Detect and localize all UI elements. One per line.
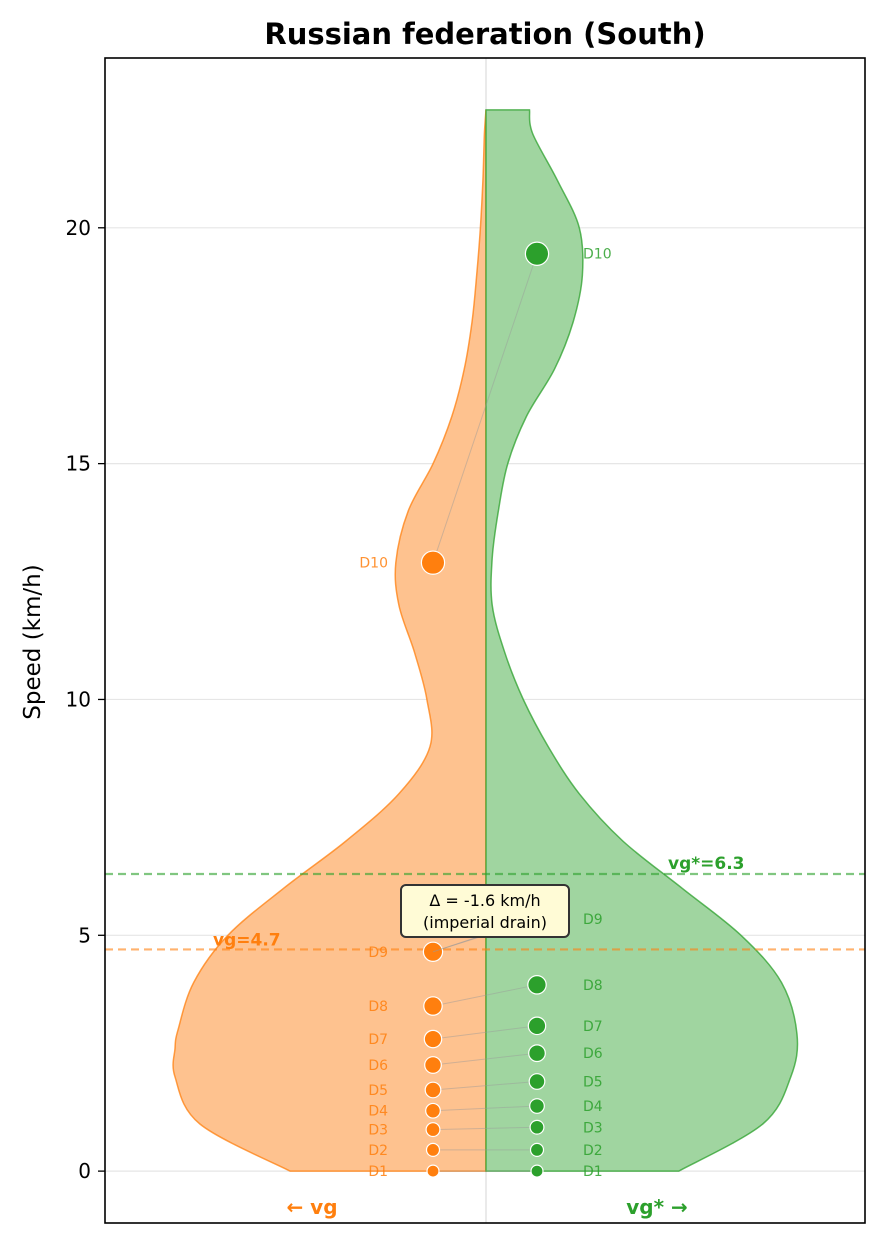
decile-connector-d8 xyxy=(432,984,538,1007)
decile-label-vg-star-d10: D10 xyxy=(583,247,612,263)
violin-vg-star-half xyxy=(485,109,799,1172)
reference-label-vg: vg=4.7 xyxy=(213,930,281,950)
y-tick-label-5: 5 xyxy=(78,923,91,947)
reference-label-vg-star: vg*=6.3 xyxy=(668,854,745,874)
decile-point-vg-star-d7 xyxy=(527,1016,547,1036)
y-tick-label-10: 10 xyxy=(66,687,91,711)
decile-label-vg-d10: D10 xyxy=(359,556,388,572)
decile-label-vg-star-d4: D4 xyxy=(583,1099,603,1115)
decile-label-vg-star-d9: D9 xyxy=(583,912,603,928)
decile-label-vg-d6: D6 xyxy=(368,1058,388,1074)
decile-label-vg-star-d3: D3 xyxy=(583,1120,603,1136)
y-axis-label: Speed (km/h) xyxy=(20,564,46,719)
decile-label-vg-star-d7: D7 xyxy=(583,1019,603,1035)
decile-label-vg-star-d1: D1 xyxy=(583,1164,603,1180)
decile-label-vg-d5: D5 xyxy=(368,1083,388,1099)
decile-connector-d7 xyxy=(432,1025,538,1040)
chart-title: Russian federation (South) xyxy=(264,17,705,51)
annotation-line-1: Δ = -1.6 km/h xyxy=(429,891,540,910)
decile-label-vg-d7: D7 xyxy=(368,1032,388,1048)
side-label-vg: ← vg xyxy=(286,1195,337,1219)
decile-label-vg-star-d8: D8 xyxy=(583,978,603,994)
decile-point-vg-d7 xyxy=(423,1029,443,1049)
decile-label-vg-star-d2: D2 xyxy=(583,1143,603,1159)
decile-label-vg-d1: D1 xyxy=(368,1164,388,1180)
y-tick-label-0: 0 xyxy=(78,1159,91,1183)
decile-label-vg-star-d5: D5 xyxy=(583,1075,603,1091)
side-label-vg-star: vg* → xyxy=(626,1195,688,1219)
decile-point-vg-d2 xyxy=(425,1142,441,1157)
y-tick-label-20: 20 xyxy=(66,216,91,240)
decile-label-vg-d4: D4 xyxy=(368,1104,388,1120)
decile-connector-d5 xyxy=(432,1081,538,1091)
plot-area: vg=4.7 vg*=6.3 D1 D2 D3 D4 D5 D6 D7 D8 D9 D10 D1 D2 D3… xyxy=(66,57,866,1224)
y-tick-label-15: 15 xyxy=(66,452,91,476)
decile-point-vg-d8 xyxy=(423,996,443,1016)
decile-point-vg-star-d5 xyxy=(528,1073,546,1090)
decile-label-vg-d9: D9 xyxy=(368,945,388,961)
decile-point-vg-d5 xyxy=(424,1081,442,1099)
decile-connector-d10 xyxy=(432,253,538,563)
decile-connector-d4 xyxy=(432,1105,538,1112)
annotation-box xyxy=(400,884,570,938)
decile-point-vg-d3 xyxy=(425,1122,441,1138)
decile-label-vg-d2: D2 xyxy=(368,1143,388,1159)
decile-connector-d3 xyxy=(432,1126,538,1131)
decile-point-vg-star-d3 xyxy=(529,1119,545,1135)
decile-point-vg-star-d10 xyxy=(524,241,550,266)
decile-point-vg-star-d8 xyxy=(527,975,547,995)
decile-point-vg-d6 xyxy=(424,1056,442,1074)
decile-point-vg-d10 xyxy=(420,550,446,575)
decile-connector-d6 xyxy=(432,1052,538,1066)
axes-frame xyxy=(104,57,866,1224)
decile-point-vg-star-d4 xyxy=(529,1098,545,1114)
decile-label-vg-d8: D8 xyxy=(368,999,388,1015)
decile-label-vg-d3: D3 xyxy=(368,1123,388,1139)
decile-point-vg-star-d1 xyxy=(530,1164,544,1178)
decile-label-vg-star-d6: D6 xyxy=(583,1046,603,1062)
decile-point-vg-star-d2 xyxy=(529,1142,545,1157)
decile-point-vg-d1 xyxy=(426,1164,440,1178)
annotation-line-2: (imperial drain) xyxy=(423,913,547,932)
decile-point-vg-star-d6 xyxy=(528,1044,546,1063)
decile-point-vg-d4 xyxy=(425,1102,441,1119)
